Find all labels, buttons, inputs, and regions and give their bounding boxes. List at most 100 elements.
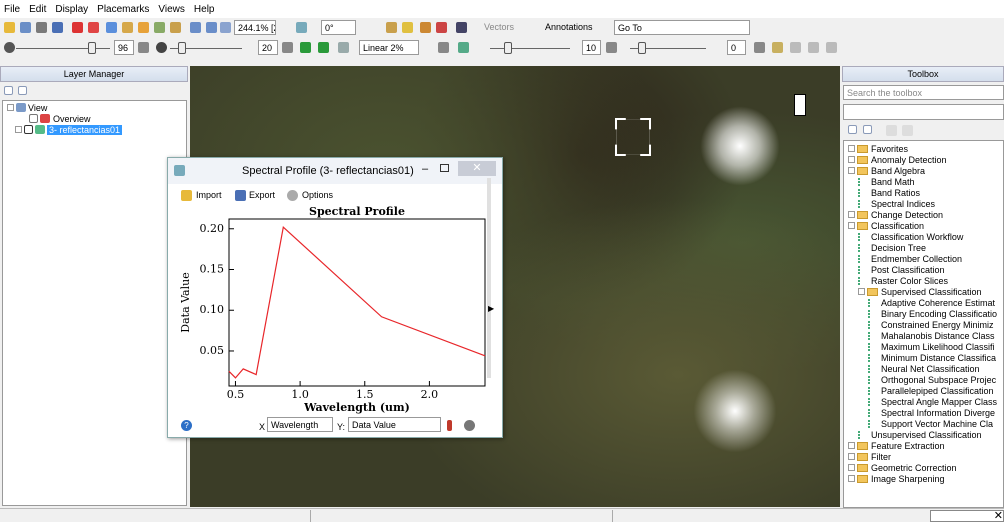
tree-row[interactable]: Image Sharpening <box>844 474 1003 485</box>
tree-row[interactable]: Anomaly Detection <box>844 155 1003 166</box>
sharpen-slider[interactable] <box>490 48 570 49</box>
y-select[interactable]: Data Value <box>348 417 441 432</box>
tree-row[interactable]: Change Detection <box>844 210 1003 221</box>
menu-item[interactable]: Display <box>55 3 89 15</box>
import-button[interactable]: Import <box>196 190 222 200</box>
maximize-button[interactable] <box>440 164 449 172</box>
tree-label[interactable]: Anomaly Detection <box>871 155 947 165</box>
tree-label[interactable]: Band Math <box>871 177 915 187</box>
expander[interactable] <box>848 211 855 218</box>
tree-row[interactable]: Binary Encoding Classificatio <box>844 309 1003 320</box>
tree-label[interactable]: View <box>28 103 48 113</box>
reset-icon[interactable] <box>282 42 293 53</box>
tree-row[interactable]: Maximum Likelihood Classifi <box>844 342 1003 353</box>
tree-label[interactable]: Decision Tree <box>871 243 927 253</box>
menu-item[interactable]: Edit <box>29 3 47 15</box>
tree-label[interactable]: Raster Color Slices <box>871 276 949 286</box>
reset-icon[interactable] <box>606 42 617 53</box>
menu-item[interactable]: Placemarks <box>97 3 150 15</box>
tree-label[interactable]: Post Classification <box>871 265 945 275</box>
contrast-slider[interactable] <box>170 48 242 49</box>
tree-label[interactable]: Mahalanobis Distance Class <box>881 331 995 341</box>
favorite-icon[interactable] <box>886 125 897 136</box>
tree-label[interactable]: Image Sharpening <box>871 474 945 484</box>
menu-item[interactable]: Help <box>193 3 215 15</box>
pan-icon[interactable] <box>122 22 133 33</box>
slider-knob[interactable] <box>178 42 186 54</box>
rotation-box[interactable]: 0° <box>321 20 356 35</box>
x-select[interactable]: Wavelength <box>267 417 333 432</box>
export-button[interactable]: Export <box>249 190 276 200</box>
tree-label[interactable]: Feature Extraction <box>871 441 945 451</box>
tree-label[interactable]: 3- reflectancias01 <box>47 125 123 135</box>
menu-item[interactable]: File <box>4 3 21 15</box>
close-progress[interactable]: ✕ <box>930 510 1004 522</box>
tree-label[interactable]: Spectral Indices <box>871 199 936 209</box>
expander[interactable] <box>848 156 855 163</box>
reset-icon[interactable] <box>138 42 149 53</box>
tree-label[interactable]: Parallelepiped Classification <box>881 386 994 396</box>
tree-label[interactable]: Constrained Energy Minimiz <box>881 320 994 330</box>
stretch-box[interactable]: Linear 2% <box>359 40 419 55</box>
collapse-arrow[interactable]: ▶ <box>488 304 495 313</box>
scrollbar[interactable] <box>487 178 491 378</box>
view-icon[interactable] <box>826 42 837 53</box>
reset-icon[interactable] <box>438 42 449 53</box>
goto-box[interactable]: Go To <box>614 20 750 35</box>
tree-row[interactable]: Band Math <box>844 177 1003 188</box>
tree-row[interactable]: Filter <box>844 452 1003 463</box>
pin-icon[interactable] <box>72 22 83 33</box>
grid-icon[interactable] <box>456 22 467 33</box>
slider-knob[interactable] <box>504 42 512 54</box>
reset-icon[interactable] <box>754 42 765 53</box>
toolbox-search[interactable]: Search the toolbox <box>843 85 1004 100</box>
expander[interactable] <box>848 222 855 229</box>
portal-icon[interactable] <box>772 42 783 53</box>
tree-label[interactable]: Unsupervised Classification <box>871 430 982 440</box>
tree-row[interactable]: Favorites <box>844 144 1003 155</box>
tree-row[interactable]: Post Classification <box>844 265 1003 276</box>
tree-row[interactable]: Minimum Distance Classifica <box>844 353 1003 364</box>
tree-label[interactable]: Spectral Angle Mapper Class <box>881 397 998 407</box>
tree-label[interactable]: Adaptive Coherence Estimat <box>881 298 996 308</box>
expander[interactable] <box>848 464 855 471</box>
tree-row[interactable]: Support Vector Machine Cla <box>844 419 1003 430</box>
zoom-in-icon[interactable] <box>190 22 201 33</box>
tree-label[interactable]: Change Detection <box>871 210 944 220</box>
brightness-slider[interactable] <box>16 48 110 49</box>
tree-label[interactable]: Maximum Likelihood Classifi <box>881 342 995 352</box>
expand-icon[interactable] <box>18 86 27 95</box>
tree-label[interactable]: Overview <box>53 114 91 124</box>
tree-row[interactable]: 3- reflectancias01 <box>7 125 182 136</box>
zoom-box[interactable]: 244.1% [2.4:1 <box>234 20 276 35</box>
vector-icon[interactable] <box>436 22 447 33</box>
tree-row[interactable]: Geometric Correction <box>844 463 1003 474</box>
tree-row[interactable]: Spectral Information Diverge <box>844 408 1003 419</box>
tree-row[interactable]: Classification <box>844 221 1003 232</box>
collapse-icon[interactable] <box>848 125 857 134</box>
contrast-box[interactable]: 20 <box>258 40 278 55</box>
tree-label[interactable]: Neural Net Classification <box>881 364 980 374</box>
expander[interactable] <box>848 453 855 460</box>
tree-row[interactable]: Supervised Classification <box>844 287 1003 298</box>
close-button[interactable]: ✕ <box>458 161 496 176</box>
tree-label[interactable]: Minimum Distance Classifica <box>881 353 997 363</box>
expander[interactable] <box>858 288 865 295</box>
stretch-icon[interactable] <box>300 42 311 53</box>
expander[interactable] <box>848 145 855 152</box>
fly-icon[interactable] <box>138 22 149 33</box>
tree-label[interactable]: Geometric Correction <box>871 463 957 473</box>
color-button[interactable] <box>447 420 452 431</box>
tree-row[interactable]: Overview <box>7 114 182 125</box>
tree-label[interactable]: Orthogonal Subspace Projec <box>881 375 997 385</box>
tree-label[interactable]: Filter <box>871 452 891 462</box>
crosshair-icon[interactable] <box>88 22 99 33</box>
vector-icon[interactable] <box>402 22 413 33</box>
vector-icon[interactable] <box>420 22 431 33</box>
tree-label[interactable]: Classification Workflow <box>871 232 964 242</box>
tree-row[interactable]: Raster Color Slices <box>844 276 1003 287</box>
reset-button[interactable] <box>464 420 475 431</box>
tree-label[interactable]: Spectral Information Diverge <box>881 408 996 418</box>
tree-row[interactable]: Parallelepiped Classification <box>844 386 1003 397</box>
transparency-box[interactable]: 0 <box>727 40 746 55</box>
